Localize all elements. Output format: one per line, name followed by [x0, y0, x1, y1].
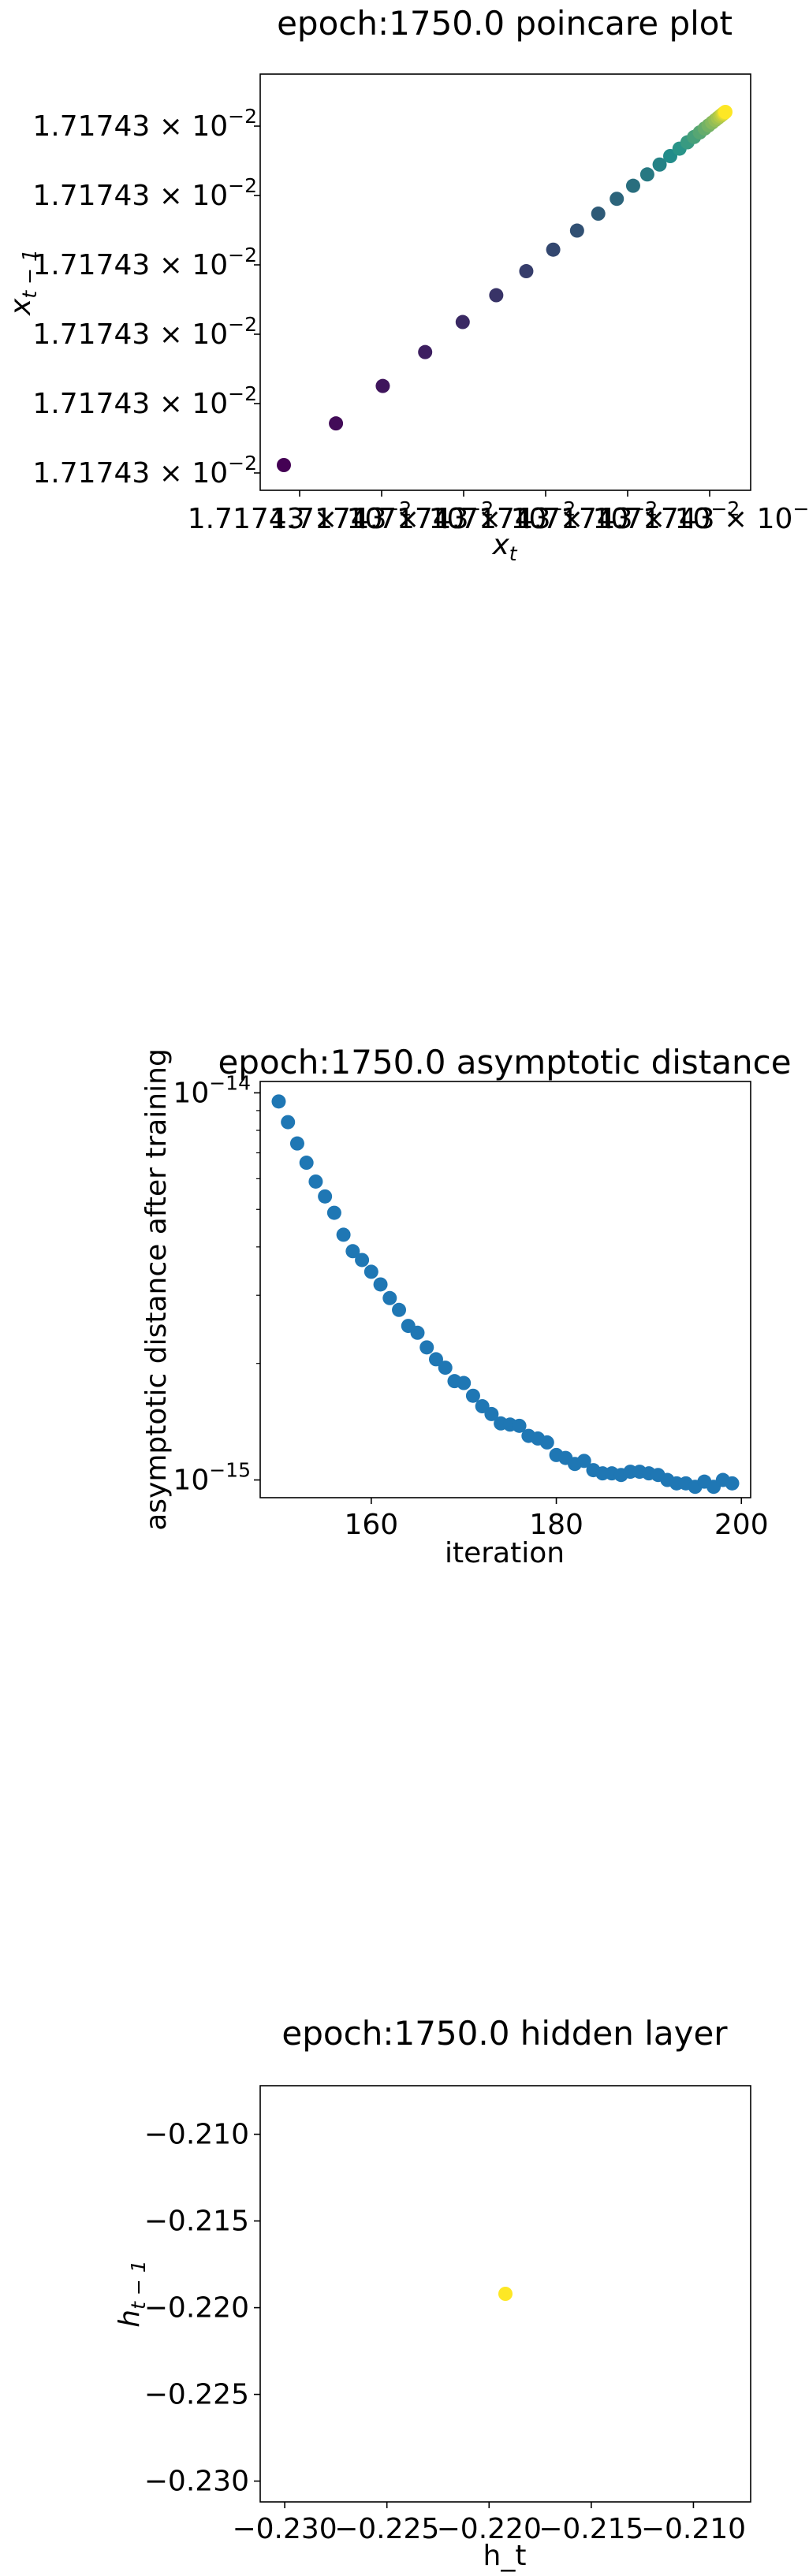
data-point	[484, 1406, 499, 1421]
y-tick-label: 1.71743 × 10−2	[32, 105, 257, 143]
x-tick-label: 1.71743 × 10−2	[598, 497, 809, 535]
chart-asymptotic-distance: epoch:1750.0 asymptotic distance 160 180 2…	[140, 1043, 792, 1569]
x-tick-label: 180	[529, 1509, 583, 1541]
data-point	[455, 315, 470, 329]
x-tick-label: 160	[344, 1509, 398, 1541]
data-point	[355, 1253, 370, 1268]
plot-frame	[259, 73, 751, 491]
x-axis-ticks: 160 180 200	[344, 1498, 769, 1541]
x-axis-label: xt	[491, 529, 517, 565]
data-point	[569, 223, 584, 238]
y-tick-label: 10−14	[173, 1071, 251, 1109]
data-point	[512, 1418, 527, 1433]
x-axis-ticks: 1.71743 × 10−21.71743 × 10−21.71743 × 10…	[188, 490, 809, 535]
y-tick-label: −0.210	[144, 2119, 249, 2151]
data-point	[375, 378, 390, 393]
chart-title: epoch:1750.0 asymptotic distance	[218, 1043, 791, 1081]
y-tick-label: 1.71743 × 10−2	[32, 382, 257, 420]
data-points	[271, 1094, 740, 1495]
data-points	[277, 105, 733, 472]
data-point	[289, 1136, 304, 1151]
y-tick-label: 1.71743 × 10−2	[32, 452, 257, 490]
data-point	[308, 1174, 323, 1189]
data-point	[498, 2287, 513, 2301]
data-point	[652, 157, 667, 172]
y-tick-label: 1.71743 × 10−2	[32, 174, 257, 212]
data-point	[299, 1156, 314, 1171]
y-tick-label: −0.230	[144, 2466, 249, 2498]
data-point	[318, 1189, 333, 1204]
x-tick-label: −0.210	[641, 2513, 746, 2545]
y-axis-label: ht − 1	[114, 2260, 150, 2327]
data-point	[428, 1352, 443, 1367]
data-point	[418, 344, 433, 359]
data-point	[489, 288, 504, 303]
x-tick-label: −0.225	[334, 2513, 439, 2545]
data-point	[419, 1340, 434, 1355]
y-axis-label: asymptotic distance after training	[140, 1048, 173, 1531]
y-tick-label: 1.71743 × 10−2	[32, 313, 257, 351]
y-axis-ticks: 1.71743 × 10−2 1.71743 × 10−2 1.71743 × 10…	[32, 105, 260, 490]
y-tick-label: 10−15	[173, 1459, 251, 1497]
y-axis-ticks: 10−15 10−14	[173, 1071, 260, 1497]
data-point	[438, 1361, 453, 1375]
chart-title: epoch:1750.0 hidden layer	[281, 2014, 728, 2053]
x-tick-label: 1.71743 × 10−2	[270, 497, 494, 535]
x-tick-label: 1.71743 × 10−2	[352, 497, 576, 535]
y-tick-label: 1.71743 × 10−2	[32, 244, 257, 281]
data-point	[639, 167, 654, 182]
data-point	[363, 1264, 378, 1279]
data-point	[539, 1435, 554, 1450]
x-tick-label: 1.71743 × 10−2	[516, 497, 740, 535]
x-tick-label: −0.215	[539, 2513, 643, 2545]
data-point	[336, 1227, 351, 1242]
data-point	[271, 1094, 286, 1109]
data-point	[591, 207, 606, 221]
y-tick-label: −0.225	[144, 2379, 249, 2411]
data-point	[326, 1205, 341, 1220]
plot-frame	[259, 1081, 751, 1498]
y-axis-label: xt − 1	[5, 249, 41, 316]
chart-hidden-layer: epoch:1750.0 hidden layer −0.230−0.225−0…	[114, 2014, 751, 2572]
data-point	[410, 1325, 425, 1340]
chart-poincare: epoch:1750.0 poincare plot 1.71743 × 10−…	[5, 4, 809, 565]
data-point	[725, 1476, 740, 1491]
y-tick-label: −0.215	[144, 2206, 249, 2238]
data-point	[718, 105, 733, 119]
data-point	[281, 1115, 296, 1130]
x-axis-label: iteration	[445, 1537, 565, 1569]
data-point	[576, 1454, 591, 1469]
data-point	[625, 178, 640, 193]
data-point	[382, 1290, 397, 1305]
data-point	[610, 192, 624, 207]
y-axis-ticks: −0.230 −0.225 −0.220 −0.215 −0.210	[144, 2119, 260, 2498]
data-point	[546, 242, 561, 257]
x-tick-label: −0.220	[437, 2513, 542, 2545]
data-point	[475, 1399, 490, 1414]
data-point	[457, 1375, 472, 1390]
plot-frame	[259, 2085, 751, 2503]
x-axis-label: h_t	[483, 2540, 527, 2572]
y-tick-label: −0.220	[144, 2292, 249, 2325]
x-tick-label: 200	[714, 1509, 769, 1541]
x-tick-label: 1.71743 × 10−2	[434, 497, 658, 535]
data-point	[345, 1244, 360, 1259]
data-point	[519, 264, 534, 279]
data-points	[498, 2287, 513, 2301]
data-point	[277, 458, 291, 472]
data-point	[465, 1388, 480, 1403]
x-axis-ticks: −0.230−0.225−0.220−0.215−0.210	[232, 2502, 746, 2545]
data-point	[373, 1277, 388, 1292]
data-point	[329, 416, 344, 431]
x-tick-label: −0.230	[232, 2513, 337, 2545]
chart-title: epoch:1750.0 poincare plot	[277, 4, 733, 43]
x-tick-label: 1.71743 × 10−2	[188, 497, 412, 535]
data-point	[392, 1302, 407, 1317]
